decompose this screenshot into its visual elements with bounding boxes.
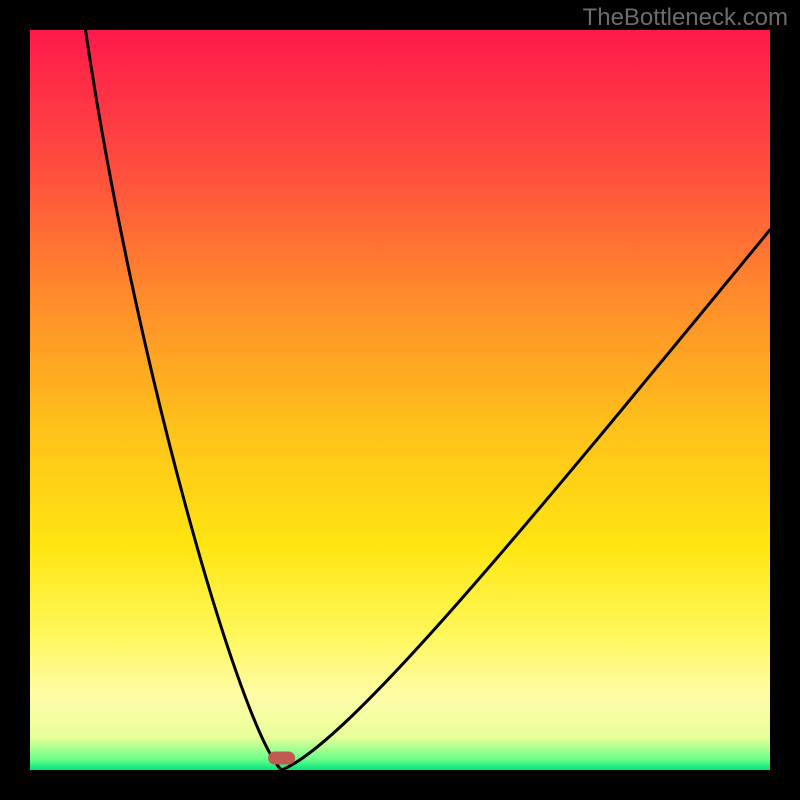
bottleneck-marker — [269, 752, 295, 764]
bottleneck-chart — [0, 0, 800, 800]
watermark-text: TheBottleneck.com — [583, 4, 788, 32]
plot-background — [30, 30, 770, 770]
